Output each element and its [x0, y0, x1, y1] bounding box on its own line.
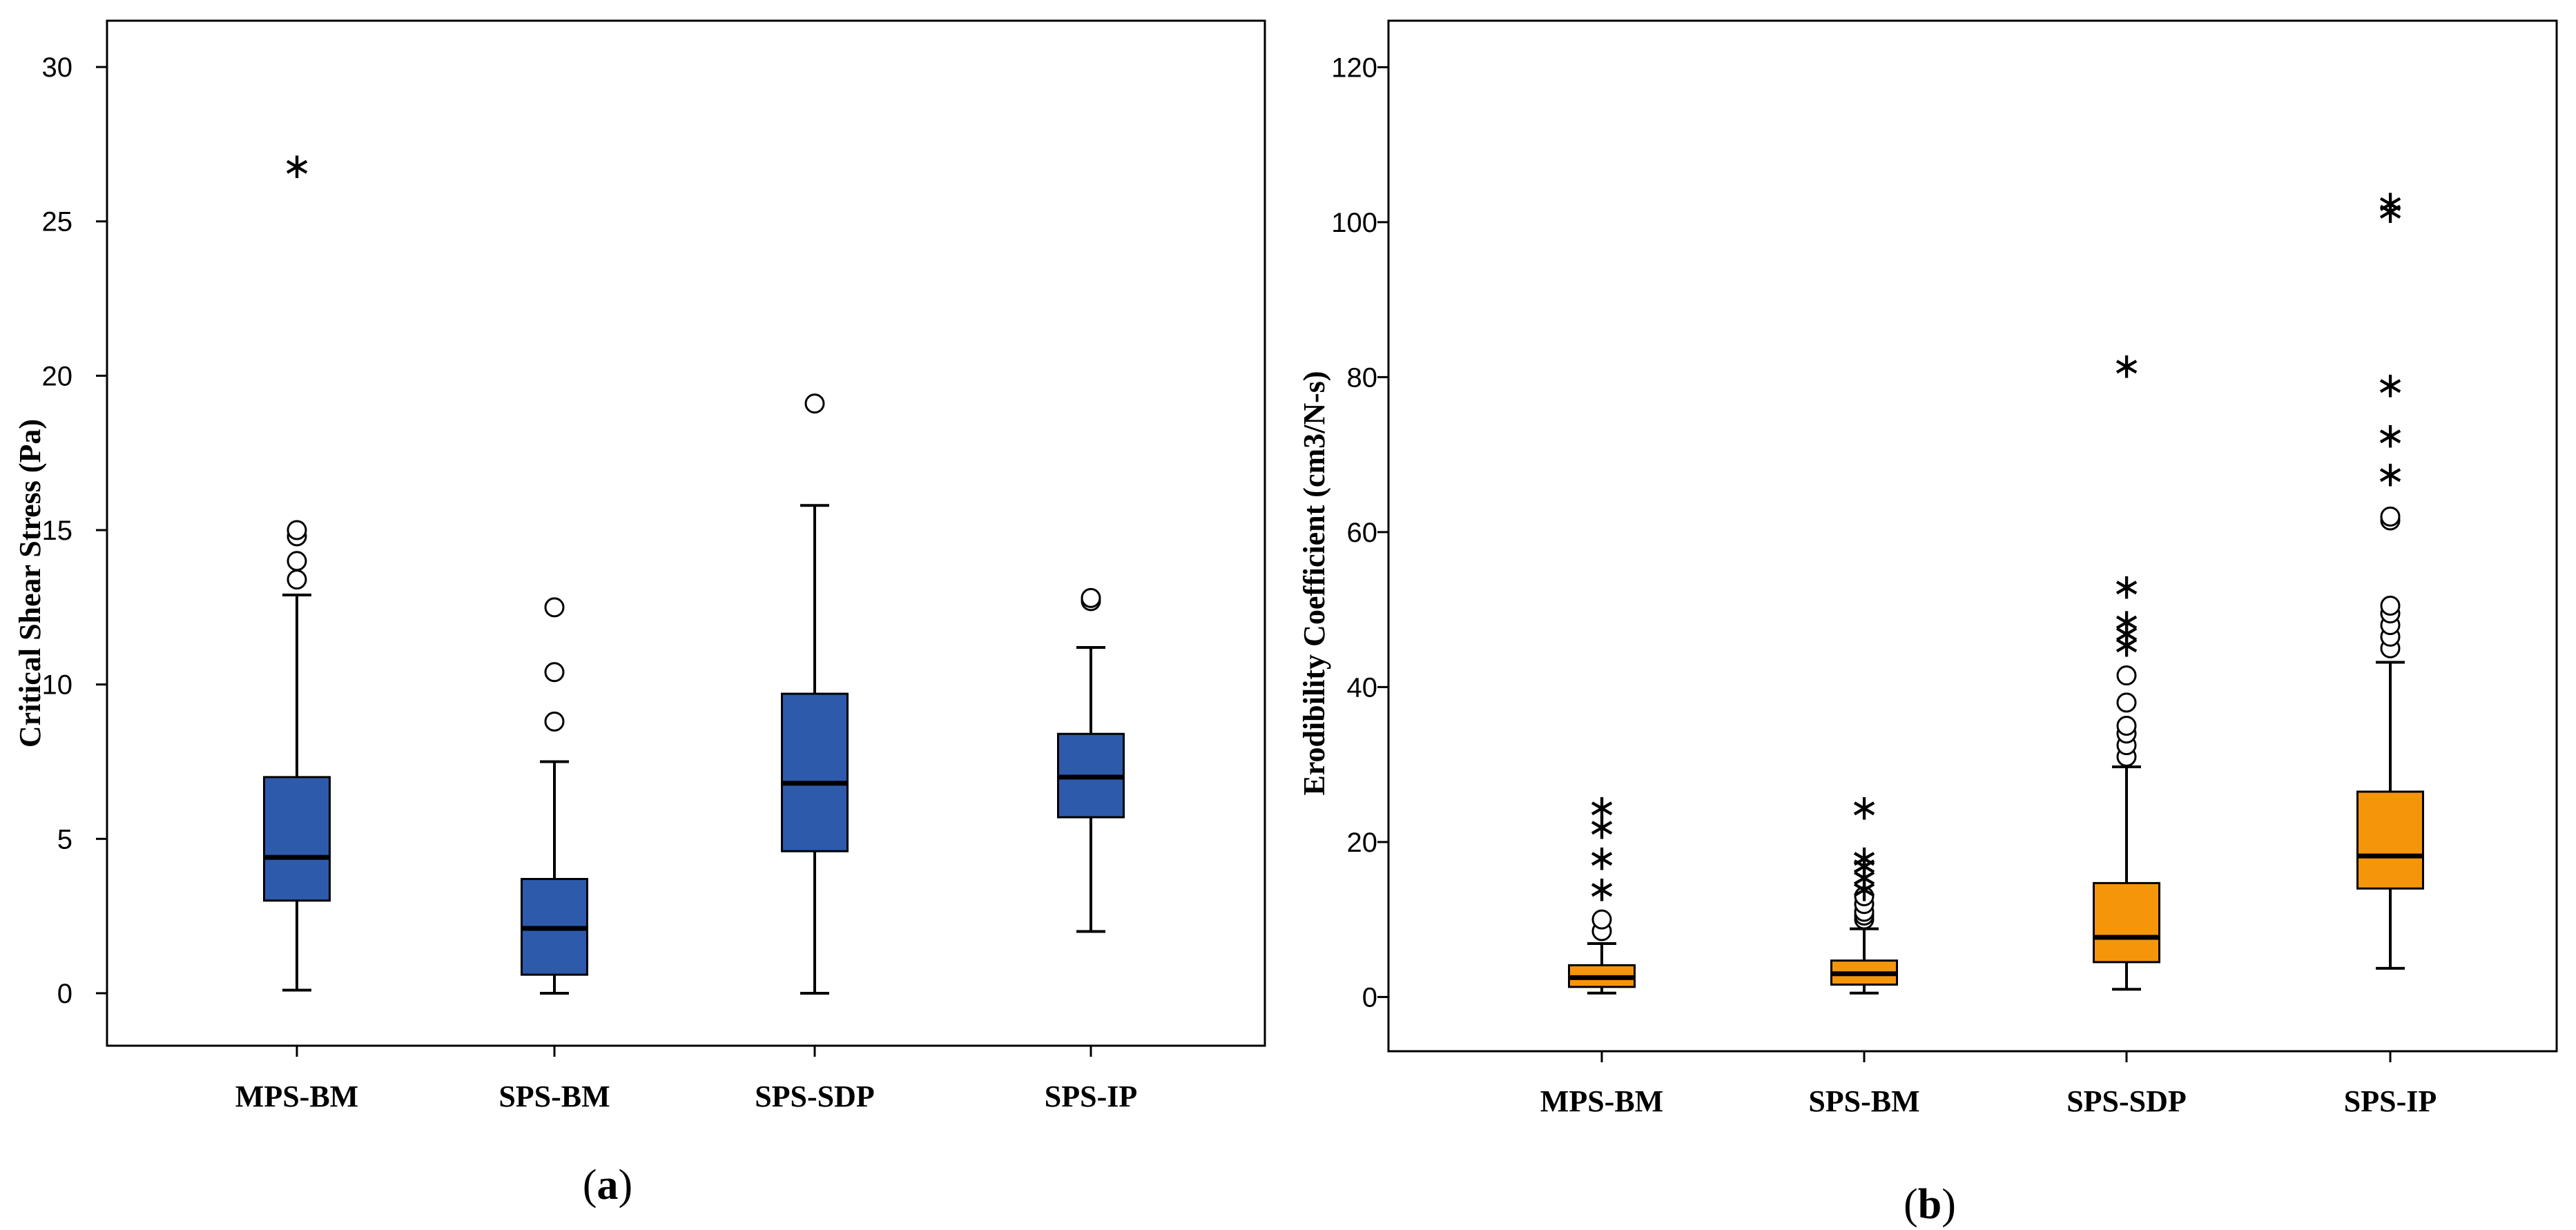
- panel-a-outlier-circle: [1081, 587, 1101, 608]
- panel-b-outlier-circle: [2116, 716, 2137, 736]
- panel-b-outlier-star: ∗: [2375, 183, 2405, 224]
- panel-b-box-sps-bm: ∗∗∗∗∗: [1830, 787, 1898, 995]
- panel-b-iqr-box: [2093, 881, 2160, 964]
- panel-b-y-tick-label: 60: [1347, 518, 1378, 548]
- panel-b-y-axis-label: Erodibility Coefficient (cm3/N-s): [1297, 371, 1331, 795]
- panel-b-caption: (b): [1904, 1181, 1956, 1228]
- panel-b-category-label: SPS-IP: [2344, 1084, 2437, 1118]
- panel-b-outlier-star: ∗: [2375, 454, 2405, 496]
- panel-b-outlier-star: ∗: [2111, 601, 2142, 643]
- panel-b-y-tick-label: 100: [1331, 208, 1377, 238]
- panel-a-y-tick-label: 15: [42, 516, 73, 546]
- panel-b-y-tick-label: 20: [1347, 828, 1378, 858]
- panel-b-outlier-star: ∗: [1587, 868, 1617, 910]
- panel-b-outlier-star: ∗: [2111, 566, 2142, 607]
- panel-a-outlier-star: ∗: [282, 146, 312, 187]
- panel-b-category-label: SPS-BM: [1808, 1084, 1919, 1118]
- panel-b-outlier-star: ∗: [1849, 857, 1879, 898]
- panel-b-outlier-circle: [1854, 886, 1875, 906]
- panel-a-outlier-circle: [287, 551, 307, 572]
- panel-a-outlier-circle: [804, 393, 825, 414]
- panel-b-box-mps-bm: ∗∗∗∗: [1568, 787, 1636, 995]
- panel-b-outlier-star: ∗: [2111, 625, 2142, 666]
- panel-a-box-sps-bm: [521, 597, 588, 995]
- panel-b-category-label: SPS-SDP: [2066, 1084, 2187, 1118]
- panel-b-outlier-circle: [1591, 909, 1612, 930]
- panel-a-outlier-circle: [544, 711, 565, 732]
- panel-b-outlier-star: ∗: [1587, 806, 1617, 848]
- panel-b-chart: 020406080100120∗∗∗∗MPS-BM∗∗∗∗∗SPS-BM∗∗∗∗…: [1297, 19, 2558, 1228]
- panel-a-category-label: SPS-IP: [1045, 1080, 1137, 1113]
- panel-b-outlier-circle: [2380, 506, 2401, 527]
- panel-b-outlier-circle: [2116, 692, 2137, 713]
- panel-b-y-tick-label: 120: [1331, 52, 1377, 83]
- panel-a-box-sps-sdp: [781, 393, 849, 995]
- panel-b-outlier-circle: [2116, 665, 2137, 686]
- panel-a-y-tick-label: 20: [42, 361, 73, 391]
- panel-b-outlier-star: ∗: [2375, 416, 2405, 457]
- panel-a-outlier-circle: [287, 569, 307, 590]
- panel-a-plot-area: 0 5 10 15 20 25 30 ∗ MPS-BM SPS-BM SPS-SDP SPS-IP: [42, 19, 1266, 1113]
- panel-b-outlier-star: ∗: [1849, 787, 1879, 828]
- panel-a-caption: (a): [583, 1162, 632, 1209]
- panel-a-category-label: SPS-SDP: [755, 1080, 875, 1113]
- panel-b-outlier-star: ∗: [1587, 837, 1617, 879]
- panel-a-box-mps-bm: ∗: [263, 146, 331, 992]
- panel-a-iqr-box: [781, 692, 849, 852]
- panel-b-y-tick-label: 40: [1347, 672, 1378, 703]
- panel-a-y-tick-label: 5: [57, 824, 72, 855]
- panel-a-outlier-circle: [544, 597, 565, 618]
- panel-a-outlier-circle: [287, 520, 307, 540]
- panel-b-outlier-star: ∗: [2375, 191, 2405, 232]
- panel-a-y-tick-label: 10: [42, 670, 73, 701]
- panel-a-y-tick-label: 0: [57, 979, 72, 1009]
- panel-b-y-tick-label: 0: [1362, 982, 1377, 1013]
- panel-b-category-label: MPS-BM: [1540, 1084, 1663, 1118]
- panel-a-iqr-box: [263, 776, 331, 902]
- panel-a-category-label: SPS-BM: [498, 1080, 610, 1113]
- panel-b-outlier-star: ∗: [2375, 365, 2405, 407]
- panel-a-chart: 0 5 10 15 20 25 30 ∗ MPS-BM SPS-BM SPS-SDP SPS-IP C…: [13, 19, 1266, 1209]
- panel-a-plot-frame: [106, 19, 1266, 1047]
- panel-b-iqr-box: [2356, 790, 2424, 890]
- panel-b-outlier-star: ∗: [1587, 787, 1617, 828]
- panel-b-outlier-circle: [2380, 596, 2401, 616]
- panel-b-plot-area: 020406080100120∗∗∗∗MPS-BM∗∗∗∗∗SPS-BM∗∗∗∗…: [1331, 19, 2558, 1118]
- panel-b-plot-frame: [1387, 19, 2558, 1053]
- panel-b-box-sps-ip: ∗∗∗∗∗: [2356, 183, 2424, 970]
- panel-a-box-sps-ip: [1057, 587, 1125, 933]
- panel-b-outlier-star: ∗: [2111, 613, 2142, 654]
- panel-b-outlier-star: ∗: [2111, 346, 2142, 387]
- panel-a-y-tick-label: 25: [42, 207, 73, 237]
- panel-b-outlier-star: ∗: [1849, 837, 1879, 879]
- panel-b-outlier-star: ∗: [1849, 846, 1879, 887]
- panel-a-category-label: MPS-BM: [235, 1080, 358, 1113]
- panel-b-box-sps-sdp: ∗∗∗∗∗: [2093, 346, 2160, 991]
- panel-a-y-tick-label: 30: [42, 52, 73, 83]
- panel-a-outlier-circle: [544, 662, 565, 683]
- panel-b-outlier-star: ∗: [1849, 868, 1879, 910]
- panel-a-y-axis-label: Critical Shear Stress (Pa): [13, 419, 47, 748]
- panel-b-y-tick-label: 80: [1347, 362, 1378, 393]
